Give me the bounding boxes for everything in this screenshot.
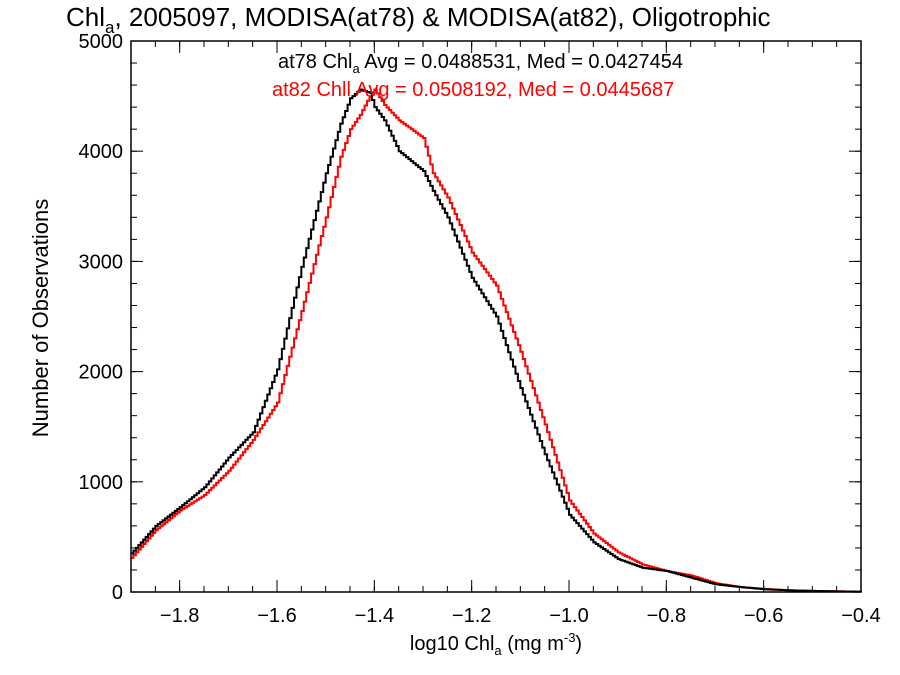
legend-at78-prefix: at78 Chl <box>278 51 353 73</box>
legend-at78-stats: Avg = 0.0488531, Med = 0.0427454 <box>360 51 683 73</box>
x-tick-label: −0.6 <box>744 605 783 627</box>
x-axis-label-subscript: a <box>494 643 502 658</box>
x-tick-label: −1.4 <box>355 605 394 627</box>
chart-title: Chla, 2005097, MODISA(at78) & MODISA(at8… <box>66 2 771 37</box>
chart-title-prefix: Chl <box>66 2 105 32</box>
x-axis-label: log10 Chla (mg m-3) <box>410 630 582 658</box>
axis-ticks: −1.8 −1.6 −1.4 −1.2 −1.0 −0.8 −0.6 −0.4 0 1000 200… <box>79 31 881 627</box>
series-line-at78 <box>131 88 862 593</box>
x-tick-label: −0.4 <box>841 605 880 627</box>
x-tick-label: −0.8 <box>647 605 686 627</box>
legend-at82-prefix: at82 Chl <box>272 79 347 101</box>
x-tick-label: −1.6 <box>257 605 296 627</box>
series-layer <box>131 88 862 593</box>
x-axis-label-units: (mg m <box>502 633 564 655</box>
y-tick-label: 4000 <box>79 141 124 163</box>
x-tick-label: −1.2 <box>452 605 491 627</box>
x-tick-label: −1.8 <box>160 605 199 627</box>
series-line-at82 <box>131 88 862 593</box>
y-tick-label: 0 <box>112 582 123 604</box>
x-axis-label-prefix: log10 Chl <box>410 633 495 655</box>
y-tick-label: 1000 <box>79 472 124 494</box>
legend-at82-stats: l Avg = 0.0508192, Med = 0.0445687 <box>347 79 675 101</box>
y-tick-label: 5000 <box>79 31 124 53</box>
legend-at78-subscript: a <box>353 61 361 76</box>
x-tick-label: −1.0 <box>549 605 588 627</box>
x-axis-label-close: ) <box>575 633 582 655</box>
chart-title-rest: , 2005097, MODISA(at78) & MODISA(at82), … <box>114 2 770 32</box>
plot-frame <box>130 40 862 593</box>
y-tick-label: 3000 <box>79 251 124 273</box>
legend-entry-at82: at82 Chll Avg = 0.0508192, Med = 0.04456… <box>272 79 674 101</box>
y-tick-label: 2000 <box>79 362 124 384</box>
y-axis-label: Number of Observations <box>28 199 53 437</box>
x-axis-label-superscript: -3 <box>564 630 576 645</box>
chart-title-subscript: a <box>105 18 115 37</box>
legend-entry-at78: at78 Chla Avg = 0.0488531, Med = 0.04274… <box>278 51 683 76</box>
